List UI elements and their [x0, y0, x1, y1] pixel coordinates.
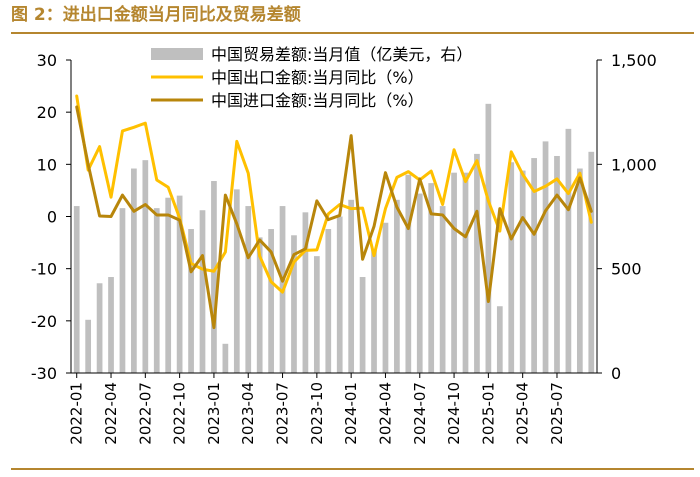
lines-layer [75, 94, 593, 330]
trade-balance-bar [108, 277, 114, 373]
export-yoy-line [75, 94, 593, 294]
trade-balance-bar [439, 206, 446, 373]
trade-balance-bar [268, 229, 274, 373]
left-tick-label: -30 [31, 364, 57, 383]
trade-balance-bar [199, 210, 206, 373]
x-tick-label: 2025-04 [514, 382, 532, 445]
trade-balance-bar [325, 229, 332, 373]
x-tick-label: 2025-07 [548, 382, 566, 445]
left-tick-label: 30 [37, 51, 57, 70]
trade-balance-bar [96, 283, 103, 373]
right-tick-label: 500 [611, 260, 642, 279]
x-tick-label: 2023-04 [239, 382, 257, 445]
left-tick-label: 20 [37, 103, 57, 122]
trade-balance-bar [428, 183, 435, 373]
trade-balance-bar [222, 343, 229, 373]
x-tick-label: 2023-07 [274, 382, 292, 445]
x-tick-label: 2023-01 [205, 382, 223, 445]
trade-balance-bar [256, 237, 263, 373]
x-tick-label: 2022-10 [171, 382, 189, 445]
trade-balance-bar [291, 235, 297, 373]
ticks-layer: 30 20 10 0 -10 -20 -30 1,500 1,000 500 0 2022-01 202… [31, 51, 657, 445]
trade-balance-bar [394, 199, 400, 373]
import-yoy-line [75, 105, 593, 330]
trade-balance-bar [359, 277, 366, 373]
x-tick-label: 2025-01 [479, 382, 497, 445]
trade-balance-bar [188, 229, 194, 373]
x-tick-label: 2022-07 [136, 382, 154, 445]
trade-balance-bar [462, 172, 469, 373]
x-tick-label: 2024-04 [376, 382, 394, 445]
trade-balance-bar [176, 195, 183, 373]
trade-balance-bar [405, 174, 412, 373]
trade-balance-bar [85, 319, 92, 373]
trade-balance-bar [165, 197, 172, 373]
right-tick-label: 0 [611, 364, 621, 383]
legend-swatch-balance [151, 48, 203, 60]
x-tick-label: 2024-01 [342, 382, 360, 445]
left-tick-label: -20 [31, 312, 57, 331]
trade-balance-bar [508, 162, 515, 373]
trade-balance-bar [531, 158, 537, 373]
figure-title: 图 2：进出口金额当月同比及贸易差额 [11, 5, 301, 25]
trade-balance-bar [211, 181, 217, 373]
left-tick-label: 0 [47, 208, 57, 227]
trade-balance-bar [336, 216, 343, 373]
trade-balance-bar [302, 212, 309, 373]
legend-label: 中国贸易差额:当月值（亿美元，右） [211, 45, 472, 64]
x-tick-label: 2022-01 [68, 382, 86, 445]
trade-balance-bar [416, 193, 423, 373]
right-tick-label: 1,000 [611, 155, 657, 174]
left-tick-label: 10 [37, 155, 57, 174]
trade-balance-bar [348, 199, 355, 373]
trade-balance-bar [313, 256, 320, 373]
trade-balance-bar [233, 189, 240, 373]
legend: 中国贸易差额:当月值（亿美元，右） 中国出口金额:当月同比（%） 中国进口金额:当月… [151, 45, 472, 110]
trade-balance-bar [485, 103, 492, 373]
trade-balance-bar [474, 153, 480, 373]
trade-balance-bar [519, 170, 526, 373]
trade-balance-bar [73, 206, 80, 373]
trade-balance-bar [451, 172, 457, 373]
bottom-rule [11, 468, 694, 470]
trade-balance-bar [153, 208, 160, 373]
x-tick-label: 2024-10 [445, 382, 463, 445]
trade-balance-bar [371, 249, 377, 373]
trade-balance-bar [245, 206, 252, 373]
trade-balance-bar [382, 222, 389, 373]
trade-balance-bar [588, 151, 595, 373]
bars-layer [73, 103, 595, 373]
trade-balance-bar [565, 128, 572, 373]
left-tick-label: -10 [31, 260, 57, 279]
x-tick-label: 2024-07 [411, 382, 429, 445]
legend-label: 中国出口金额:当月同比（%） [211, 68, 424, 87]
top-rule [11, 32, 694, 34]
trade-balance-bar [496, 306, 503, 373]
trade-balance-bar [542, 141, 549, 373]
trade-balance-bar [131, 168, 137, 373]
legend-label: 中国进口金额:当月同比（%） [211, 91, 424, 110]
trade-balance-bar [142, 160, 149, 373]
trade-balance-bar [554, 155, 560, 373]
x-tick-label: 2023-10 [308, 382, 326, 445]
trade-balance-bar [576, 168, 583, 373]
right-tick-label: 1,500 [611, 51, 657, 70]
x-tick-label: 2022-04 [102, 382, 120, 445]
trade-balance-bar [119, 208, 126, 373]
